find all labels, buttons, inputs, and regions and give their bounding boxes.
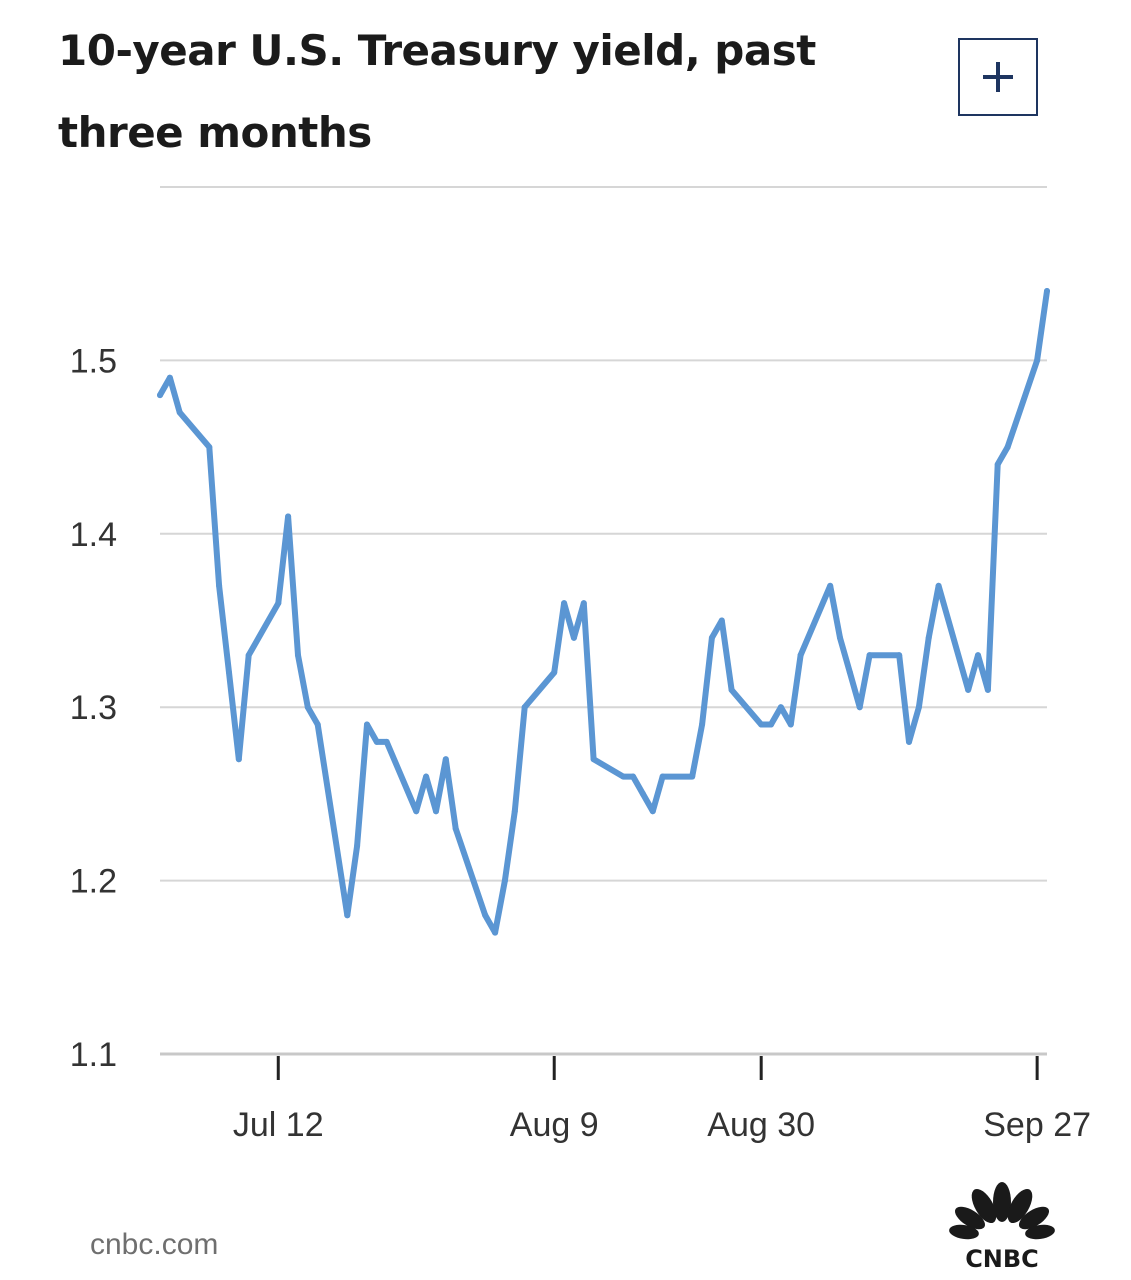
data-point xyxy=(689,773,696,780)
data-point xyxy=(994,461,1001,468)
line-chart: 1.1 1.2 1.3 1.4 1.5 Jul 12 Aug 9 Aug 30 Sep 27 xyxy=(70,186,1091,1144)
data-point xyxy=(275,600,282,607)
data-point xyxy=(225,669,232,676)
data-point xyxy=(728,686,735,693)
data-point xyxy=(580,600,587,607)
data-point xyxy=(551,669,558,676)
peacock-logo-icon: CNBC xyxy=(949,1182,1055,1270)
logo-text: CNBC xyxy=(965,1245,1039,1270)
data-point xyxy=(699,721,706,728)
data-point xyxy=(344,912,351,919)
data-point xyxy=(925,634,932,641)
data-point xyxy=(482,912,489,919)
data-point xyxy=(856,704,863,711)
data-point xyxy=(176,409,183,416)
x-tick-label: Aug 30 xyxy=(707,1106,815,1144)
data-point xyxy=(975,652,982,659)
data-point xyxy=(590,756,597,763)
data-point xyxy=(866,652,873,659)
data-point xyxy=(1044,288,1050,295)
data-point xyxy=(235,756,242,763)
data-point xyxy=(354,842,361,849)
series-line xyxy=(157,288,1050,936)
data-point xyxy=(846,669,853,676)
data-point xyxy=(304,704,311,711)
data-point xyxy=(935,582,942,589)
data-point xyxy=(797,652,804,659)
data-point xyxy=(915,704,922,711)
data-point xyxy=(639,790,646,797)
data-point xyxy=(768,721,775,728)
expand-button[interactable] xyxy=(958,38,1038,116)
y-tick-label: 1.5 xyxy=(70,342,117,380)
data-point xyxy=(570,634,577,641)
y-tick-label: 1.3 xyxy=(70,689,117,727)
data-point xyxy=(423,773,430,780)
data-point xyxy=(649,808,656,815)
data-point xyxy=(206,444,213,451)
data-point xyxy=(157,392,163,399)
data-point xyxy=(708,634,715,641)
data-point xyxy=(758,721,765,728)
data-point xyxy=(837,634,844,641)
data-point xyxy=(965,686,972,693)
data-point xyxy=(442,756,449,763)
data-point xyxy=(432,808,439,815)
data-point xyxy=(383,738,390,745)
data-point xyxy=(363,721,370,728)
series-layer xyxy=(157,288,1050,936)
y-axis-ticks: 1.1 1.2 1.3 1.4 1.5 xyxy=(70,342,117,1074)
data-point xyxy=(827,582,834,589)
data-point xyxy=(787,721,794,728)
data-point xyxy=(561,600,568,607)
data-point xyxy=(906,738,913,745)
data-point xyxy=(1034,357,1041,364)
y-tick-label: 1.1 xyxy=(70,1036,117,1074)
data-point xyxy=(984,686,991,693)
data-point xyxy=(896,652,903,659)
data-point xyxy=(314,721,321,728)
data-point xyxy=(718,617,725,624)
y-tick-label: 1.2 xyxy=(70,863,117,901)
data-point xyxy=(630,773,637,780)
data-point xyxy=(452,825,459,832)
data-point xyxy=(777,704,784,711)
data-point xyxy=(285,513,292,520)
data-point xyxy=(166,374,173,381)
x-tick-label: Sep 27 xyxy=(983,1106,1091,1144)
data-point xyxy=(216,582,223,589)
data-point xyxy=(373,738,380,745)
data-point xyxy=(294,652,301,659)
x-tick-label: Jul 12 xyxy=(233,1106,324,1144)
data-point xyxy=(245,652,252,659)
data-point xyxy=(413,808,420,815)
data-point xyxy=(659,773,666,780)
data-point xyxy=(521,704,528,711)
data-point xyxy=(620,773,627,780)
data-point xyxy=(492,929,499,936)
x-tick-label: Aug 9 xyxy=(510,1106,599,1144)
data-point xyxy=(1004,444,1011,451)
data-point xyxy=(501,877,508,884)
plus-icon xyxy=(983,62,1013,92)
data-point xyxy=(511,808,518,815)
chart-title: 10-year U.S. Treasury yield, past three … xyxy=(58,26,816,157)
x-axis-ticks: Jul 12 Aug 9 Aug 30 Sep 27 xyxy=(233,1056,1091,1144)
source-label: cnbc.com xyxy=(90,1228,219,1261)
y-tick-label: 1.4 xyxy=(70,516,117,554)
